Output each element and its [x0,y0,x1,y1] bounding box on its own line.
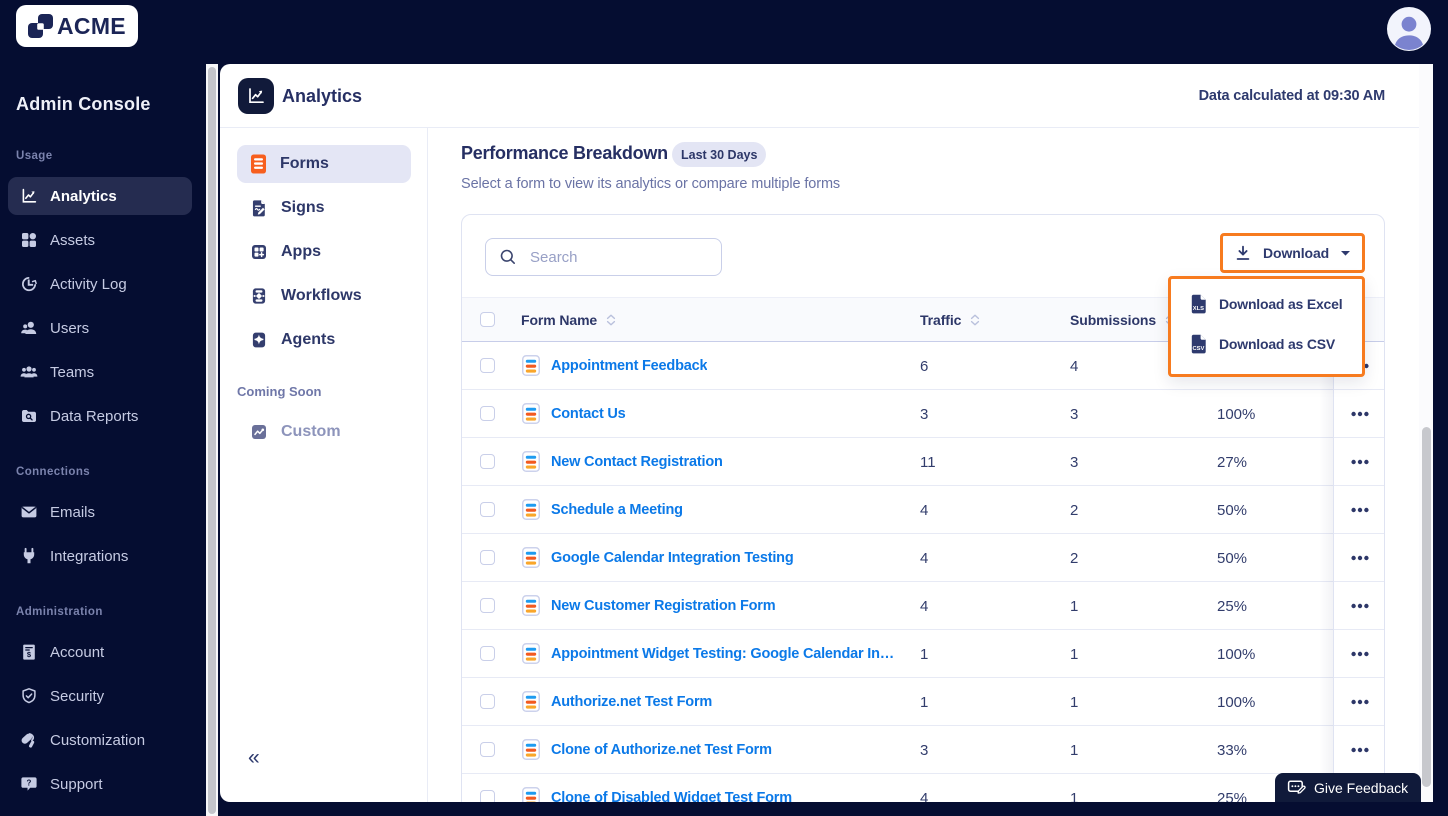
svg-text:CSV: CSV [1192,346,1204,352]
svg-text:XLS: XLS [1193,306,1204,312]
svg-text:$: $ [27,650,32,659]
svg-text:?: ? [27,779,32,788]
